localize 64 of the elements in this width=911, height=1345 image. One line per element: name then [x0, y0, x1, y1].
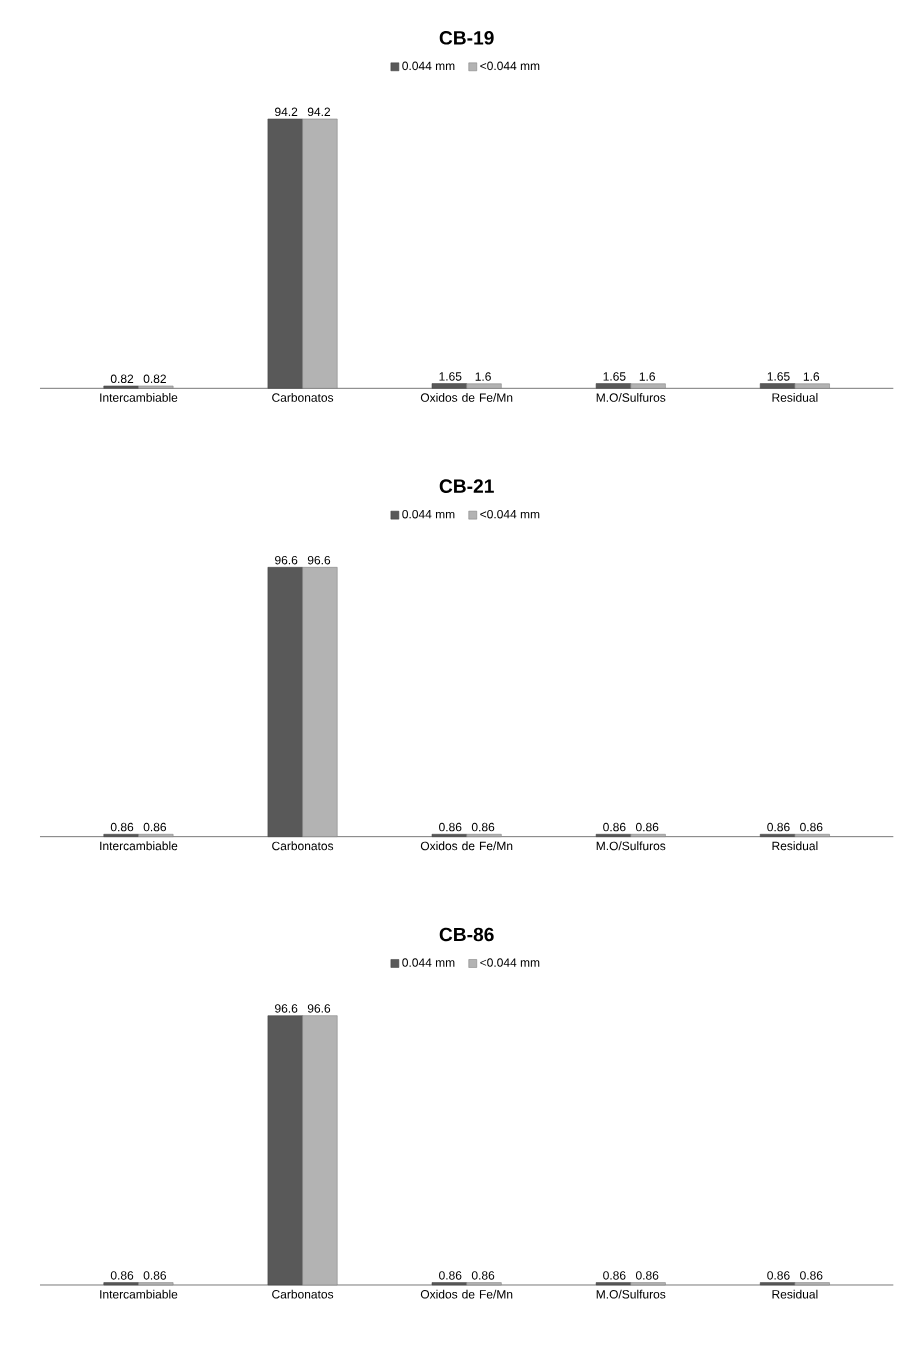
data-label: 94.2 — [275, 107, 298, 117]
data-label: 1.65 — [767, 372, 790, 381]
x-tick-label: Carbonatos — [272, 1289, 334, 1299]
data-label: 0.86 — [143, 822, 167, 832]
chart-title: CB-86 — [439, 927, 494, 942]
data-label: 0.86 — [439, 1271, 462, 1280]
bar — [759, 383, 796, 389]
legend-label: 0.044 mm — [402, 509, 455, 519]
bar — [103, 385, 139, 389]
data-label: 96.6 — [307, 555, 331, 565]
bar — [302, 118, 338, 389]
data-label: 0.86 — [635, 1271, 659, 1280]
bar — [431, 383, 467, 389]
data-label: 1.65 — [439, 372, 462, 381]
data-label: 1.6 — [639, 372, 655, 381]
data-label: 0.86 — [800, 1271, 823, 1280]
chart-title: CB-21 — [439, 479, 494, 493]
x-tick-label: Intercambiable — [100, 1289, 178, 1299]
data-label: 0.82 — [110, 374, 134, 384]
bar — [630, 383, 666, 389]
bar — [466, 383, 502, 389]
x-tick-label: Oxidos de Fe/Mn — [420, 1289, 513, 1299]
legend-label: 0.044 mm — [402, 61, 455, 71]
x-tick-label: Carbonatos — [272, 393, 334, 402]
x-tick-label: Residual — [772, 1289, 818, 1299]
legend-label: <0.044 mm — [480, 958, 540, 967]
data-label: 0.82 — [143, 374, 166, 384]
data-label: 0.86 — [767, 822, 790, 832]
x-tick-label: Residual — [772, 393, 818, 402]
data-label: 0.86 — [767, 1271, 790, 1280]
data-label: 0.86 — [471, 1271, 495, 1280]
data-label: 96.6 — [307, 1004, 331, 1013]
data-label: 96.6 — [275, 555, 298, 565]
x-tick-label: Oxidos de Fe/Mn — [420, 393, 513, 402]
legend-label: <0.044 mm — [480, 509, 540, 519]
data-label: 0.86 — [471, 822, 495, 832]
data-label: 0.86 — [635, 822, 659, 832]
data-label: 0.86 — [110, 1271, 134, 1280]
bar — [138, 385, 174, 389]
data-label: 1.6 — [475, 372, 491, 381]
x-tick-label: Residual — [772, 841, 818, 851]
x-tick-label: Carbonatos — [272, 841, 334, 851]
x-tick-label: Intercambiable — [100, 841, 178, 851]
x-tick-label: Oxidos de Fe/Mn — [420, 841, 513, 851]
x-tick-label: Intercambiable — [100, 393, 178, 402]
data-label: 0.86 — [603, 1271, 626, 1280]
data-label: 1.65 — [603, 372, 626, 381]
data-label: 1.6 — [803, 372, 820, 381]
x-tick-label: M.O/Sulfuros — [596, 841, 666, 851]
legend-label: 0.044 mm — [402, 958, 455, 967]
chart-title: CB-19 — [439, 31, 494, 45]
bar — [595, 383, 632, 389]
x-tick-label: M.O/Sulfuros — [596, 393, 666, 402]
bar — [794, 383, 830, 389]
legend-label: <0.044 mm — [480, 61, 540, 71]
data-label: 96.6 — [275, 1004, 298, 1013]
x-tick-label: M.O/Sulfuros — [596, 1289, 666, 1299]
data-label: 0.86 — [603, 822, 626, 832]
bar — [267, 118, 303, 389]
data-label: 0.86 — [439, 822, 462, 832]
data-label: 0.86 — [110, 822, 134, 832]
data-label: 0.86 — [143, 1271, 167, 1280]
data-label: 0.86 — [800, 822, 823, 832]
data-label: 94.2 — [307, 107, 331, 117]
